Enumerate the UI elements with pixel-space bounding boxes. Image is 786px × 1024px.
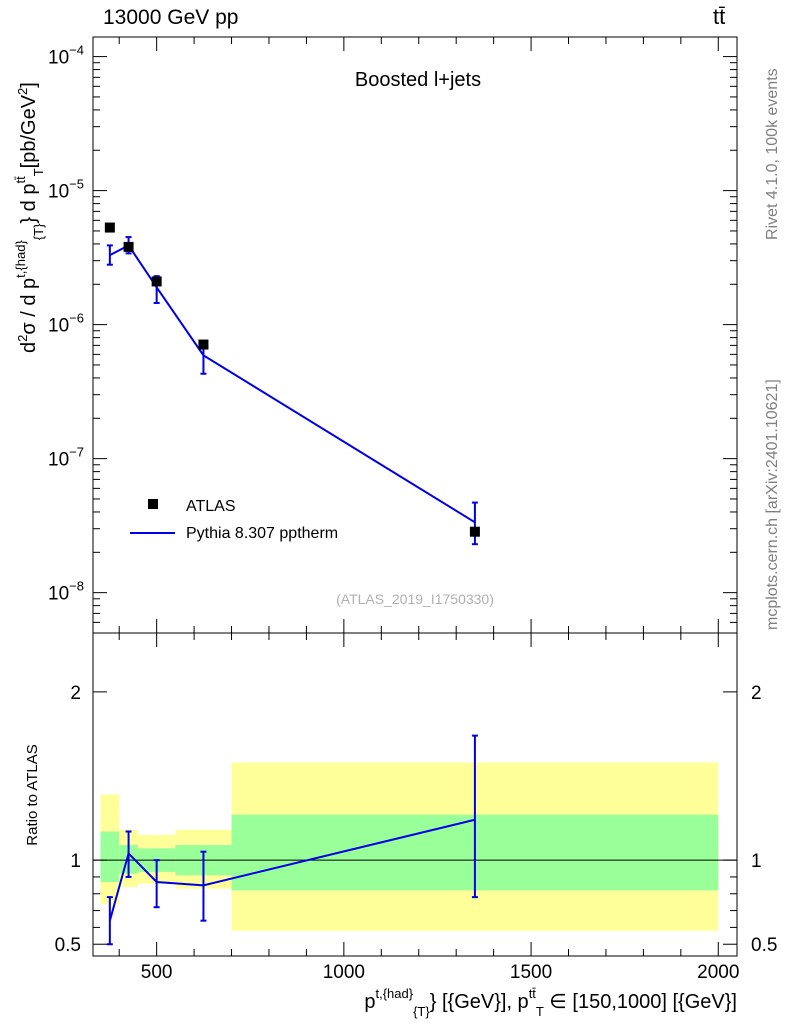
x-tick-label: 1000 [323,962,365,983]
x-tick-label: 1500 [510,962,552,983]
ratio-panel: 0.5 0.5 1 1 2 2 500 1000 1500 2000 Ratio to ATLA… [24,632,778,1019]
process-label: tt̄ [713,4,726,29]
x-axis-label: pt,{had}{T}} [{GeV}], ptt̄T ∈ [150,1000]… [364,986,737,1019]
y-tick-label: 10−8 [48,579,84,605]
x-tick-label: 500 [141,962,173,983]
ratio-y-tick-label-right: 0.5 [751,935,777,956]
x-tick-labels: 500 1000 1500 2000 [141,962,740,983]
legend: ATLAS Pythia 8.307 pptherm [130,498,338,542]
ratio-y-tick-label-right: 1 [751,851,762,872]
main-ticks [93,37,737,634]
data-point [198,339,209,350]
data-series [104,222,480,537]
analysis-watermark: (ATLAS_2019_I1750330) [336,591,494,607]
inner-band [100,831,120,882]
ratio-ticks [93,633,737,956]
mc-series [106,236,478,546]
data-point [104,222,115,233]
legend-data-marker [148,499,158,509]
x-tick-label: 2000 [697,962,739,983]
main-y-axis-label: d2σ / d pt,{had}{T}} d ptt̄T[pb/GeV2] [13,82,46,353]
ratio-y-tick-label: 1 [70,851,81,872]
mc-line [109,244,476,524]
ratio-y-tick-label-right: 2 [751,683,762,704]
ratio-y-tick-label: 2 [70,683,81,704]
main-panel: 10−4 10−5 10−6 10−7 10−8 Boosted l+jets (ATL… [13,36,738,634]
y-tick-label: 10−4 [48,43,84,69]
y-tick-label: 10−5 [48,177,84,203]
legend-mc-label: Pythia 8.307 pptherm [186,525,338,542]
y-tick-label: 10−6 [48,311,84,337]
plot-title: Boosted l+jets [355,69,481,91]
legend-data-label: ATLAS [186,498,236,515]
uncertainty-bands [100,762,719,931]
ratio-y-tick-label: 0.5 [55,935,81,956]
data-point [151,276,162,287]
ratio-series [106,734,478,946]
ratio-y-axis-label: Ratio to ATLAS [24,744,41,845]
ratio-y-tick-labels: 0.5 0.5 1 1 2 2 [55,683,778,956]
data-point [123,241,134,252]
y-tick-label: 10−7 [48,445,84,471]
ratio-frame [92,632,738,957]
main-y-tick-labels: 10−4 10−5 10−6 10−7 10−8 [48,43,84,605]
data-point [469,526,480,537]
energy-label: 13000 GeV pp [103,6,239,29]
